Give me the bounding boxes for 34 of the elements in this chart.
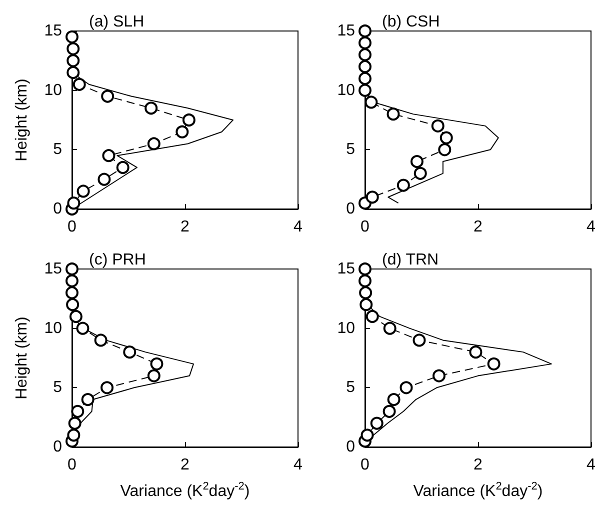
y-tick-label: 0 [346,438,356,456]
y-tick-label: 5 [346,141,356,158]
x-tick-label: 2 [474,456,483,474]
y-axis-title: Height (km) [14,78,30,162]
x-tick-label: 0 [68,218,77,236]
x-tick-label: 2 [474,218,483,236]
y-axis-title: Height (km) [14,316,30,400]
x-tick-label: 4 [294,218,303,236]
chart-title: (a) SLH [89,14,144,30]
y-tick-label: 10 [337,320,356,337]
y-tick-label: 10 [44,320,62,337]
y-tick-label: 15 [44,22,62,40]
x-tick-label: 2 [180,456,190,474]
x-tick-label: 4 [586,456,596,474]
y-tick-label: 10 [337,82,356,99]
y-tick-label: 15 [44,260,62,278]
x-tick-label: 4 [294,456,303,474]
chart-title: (d) TRN [382,252,439,268]
x-tick-label: 2 [180,218,190,236]
y-tick-label: 15 [337,22,356,40]
y-tick-label: 0 [53,438,62,456]
x-tick-label: 0 [360,218,370,236]
x-tick-label: 0 [68,456,77,474]
y-tick-label: 10 [44,82,62,99]
y-tick-label: 5 [53,379,62,396]
y-tick-label: 15 [337,260,356,278]
y-tick-label: 5 [53,141,62,158]
y-tick-label: 0 [53,200,62,218]
y-tick-label: 0 [346,200,356,218]
chart-title: (c) PRH [89,252,146,268]
chart-title: (b) CSH [382,14,440,30]
x-tick-label: 4 [586,218,596,236]
x-tick-label: 0 [360,456,370,474]
y-tick-label: 5 [346,379,356,396]
